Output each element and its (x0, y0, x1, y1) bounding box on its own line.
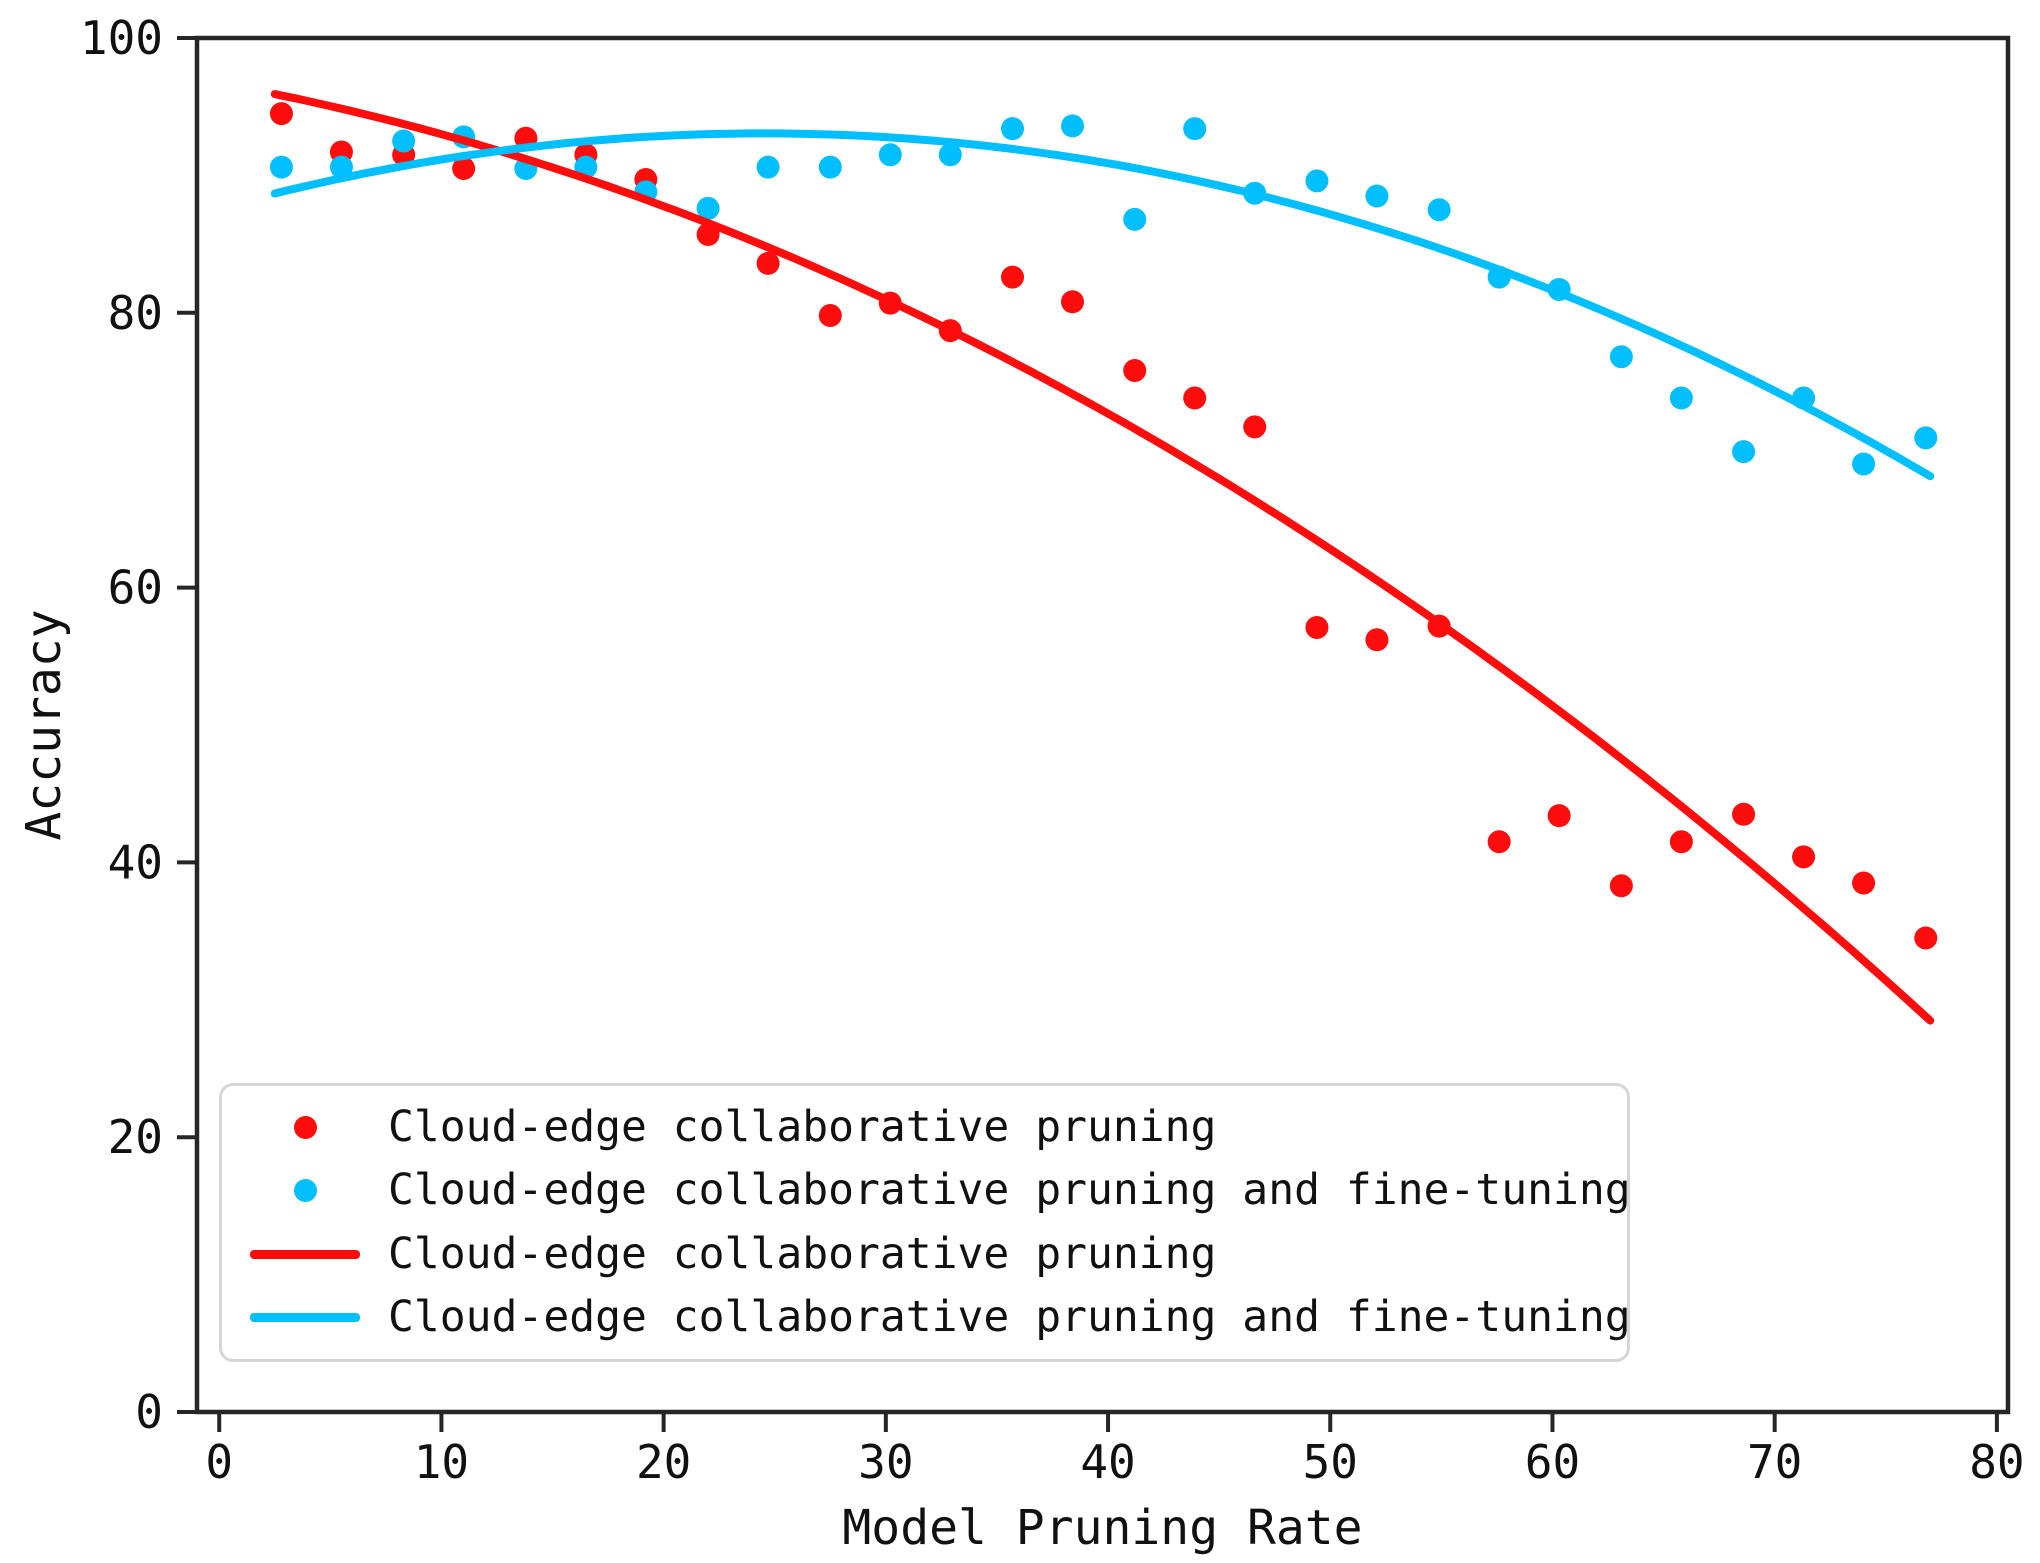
blue-scatter-point (1852, 452, 1876, 476)
blue-scatter-point (818, 155, 842, 179)
blue-scatter-point (1365, 184, 1389, 208)
blue-scatter-point (696, 196, 720, 220)
blue-scatter-point (1732, 440, 1756, 464)
legend-row-line-pruning: Cloud-edge collaborative pruning (222, 1226, 1627, 1282)
legend-box: Cloud-edge collaborative pruning Cloud-e… (219, 1083, 1631, 1362)
blue-scatter-point (1914, 426, 1938, 450)
legend-marker-cell (222, 1115, 388, 1139)
blue-scatter-point (392, 129, 416, 153)
legend-marker-cell (222, 1249, 388, 1259)
y-tick-label: 0 (135, 1385, 163, 1439)
red-scatter-point (1183, 386, 1207, 410)
x-tick-label: 20 (636, 1435, 691, 1489)
y-axis-label: Accuracy (16, 609, 72, 841)
y-tick-label: 60 (108, 561, 163, 615)
blue-fit-line (270, 129, 1935, 481)
red-scatter-point (818, 304, 842, 328)
x-tick-label: 80 (1969, 1435, 2024, 1489)
x-tick-label: 70 (1747, 1435, 1802, 1489)
blue-scatter-point (329, 155, 353, 179)
blue-scatter-point (1669, 386, 1693, 410)
blue-scatter-point (756, 155, 780, 179)
red-scatter-point (1669, 830, 1693, 854)
blue-dot-marker-icon (293, 1179, 317, 1203)
red-scatter-point (1365, 628, 1389, 652)
red-scatter-point (1001, 265, 1025, 289)
blue-scatter-point (1427, 198, 1451, 222)
blue-scatter-point (1123, 207, 1147, 231)
red-scatter-point (1792, 845, 1816, 869)
red-dot-marker-icon (293, 1115, 317, 1139)
legend-row-line-finetuning: Cloud-edge collaborative pruning and fin… (222, 1290, 1631, 1346)
red-scatter-point (756, 251, 780, 275)
blue-scatter-point (938, 143, 962, 167)
blue-scatter-point (1183, 117, 1207, 141)
legend-row-scatter-finetuning: Cloud-edge collaborative pruning and fin… (222, 1163, 1631, 1219)
x-tick-label: 10 (414, 1435, 469, 1489)
x-tick-label: 50 (1303, 1435, 1358, 1489)
blue-scatter-point (1609, 345, 1633, 369)
red-scatter-point (1243, 415, 1267, 439)
y-tick-label: 20 (108, 1110, 163, 1164)
x-axis-label: Model Pruning Rate (842, 1500, 1363, 1556)
y-tick-label: 80 (108, 286, 163, 340)
blue-scatter-point (878, 143, 902, 167)
legend-label: Cloud-edge collaborative pruning (388, 1228, 1217, 1279)
legend-marker-cell (222, 1179, 388, 1203)
red-scatter-point (1732, 802, 1756, 826)
legend-label: Cloud-edge collaborative pruning and fin… (388, 1292, 1631, 1343)
legend-label: Cloud-edge collaborative pruning and fin… (388, 1165, 1631, 1216)
red-scatter-point (1123, 359, 1147, 383)
blue-scatter-point (269, 155, 293, 179)
red-fit-line (270, 90, 1935, 1025)
red-scatter-point (1852, 871, 1876, 895)
legend-marker-cell (222, 1313, 388, 1323)
red-scatter-point (452, 157, 476, 181)
y-tick-label: 40 (108, 835, 163, 889)
legend-row-scatter-pruning: Cloud-edge collaborative pruning (222, 1099, 1627, 1155)
red-scatter-point (1609, 874, 1633, 898)
x-tick-label: 30 (858, 1435, 913, 1489)
red-scatter-point (1305, 615, 1329, 639)
blue-scatter-point (1061, 114, 1085, 138)
plot-border (194, 35, 2011, 1415)
red-scatter-point (1487, 830, 1511, 854)
x-tick-label: 40 (1080, 1435, 1135, 1489)
legend-label: Cloud-edge collaborative pruning (388, 1101, 1217, 1152)
red-line-marker-icon (250, 1249, 360, 1259)
x-tick-label: 60 (1525, 1435, 1580, 1489)
red-scatter-point (1061, 290, 1085, 314)
red-scatter-point (1547, 804, 1571, 828)
x-tick-label: 0 (205, 1435, 233, 1489)
red-scatter-point (269, 102, 293, 126)
blue-scatter-point (1305, 169, 1329, 193)
blue-line-marker-icon (250, 1313, 360, 1323)
blue-scatter-point (1001, 117, 1025, 141)
y-tick-label: 100 (80, 11, 163, 65)
red-scatter-point (1914, 926, 1938, 950)
